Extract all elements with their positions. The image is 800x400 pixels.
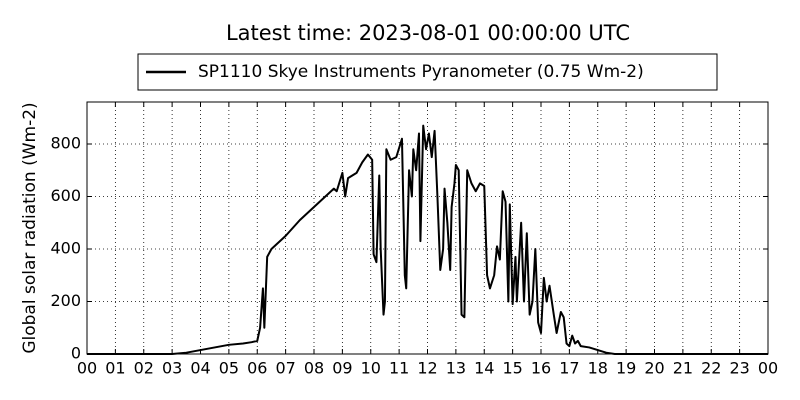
x-tick-label: 14 (474, 359, 494, 378)
y-axis-label: Global solar radiation (Wm-2) (20, 102, 40, 353)
data-line (87, 124, 768, 355)
x-tick-label: 12 (417, 359, 437, 378)
x-tick-label: 07 (275, 359, 295, 378)
y-tick-label: 400 (50, 239, 81, 258)
y-tick-label: 0 (71, 344, 81, 363)
x-tick-label: 10 (361, 359, 381, 378)
legend-box (137, 53, 718, 91)
x-tick-label: 17 (559, 359, 579, 378)
x-tick-label: 18 (588, 359, 608, 378)
x-tick-label: 16 (531, 359, 551, 378)
x-tick-label: 11 (389, 359, 409, 378)
x-tick-label: 22 (701, 359, 721, 378)
x-tick-label: 21 (673, 359, 693, 378)
legend-label: SP1110 Skye Instruments Pyranometer (0.7… (198, 62, 644, 82)
x-tick-label: 01 (105, 359, 125, 378)
x-tick-label: 03 (162, 359, 182, 378)
x-tick-label: 23 (729, 359, 749, 378)
plot-frame (86, 101, 769, 355)
x-tick-label: 08 (304, 359, 324, 378)
x-tick-label: 02 (134, 359, 154, 378)
x-tick-label: 06 (247, 359, 267, 378)
x-tick-label: 13 (446, 359, 466, 378)
x-tick-label: 15 (502, 359, 522, 378)
y-tick-label: 200 (50, 291, 81, 310)
y-tick-label: 800 (50, 134, 81, 153)
chart-title: Latest time: 2023-08-01 00:00:00 UTC (226, 21, 630, 45)
x-tick-label: 04 (190, 359, 210, 378)
x-tick-label: 00 (758, 359, 778, 378)
x-tick-label: 05 (219, 359, 239, 378)
x-tick-label: 09 (332, 359, 352, 378)
x-tick-label: 00 (77, 359, 97, 378)
y-tick-label: 600 (50, 186, 81, 205)
x-tick-label: 19 (616, 359, 636, 378)
x-tick-label: 20 (644, 359, 664, 378)
